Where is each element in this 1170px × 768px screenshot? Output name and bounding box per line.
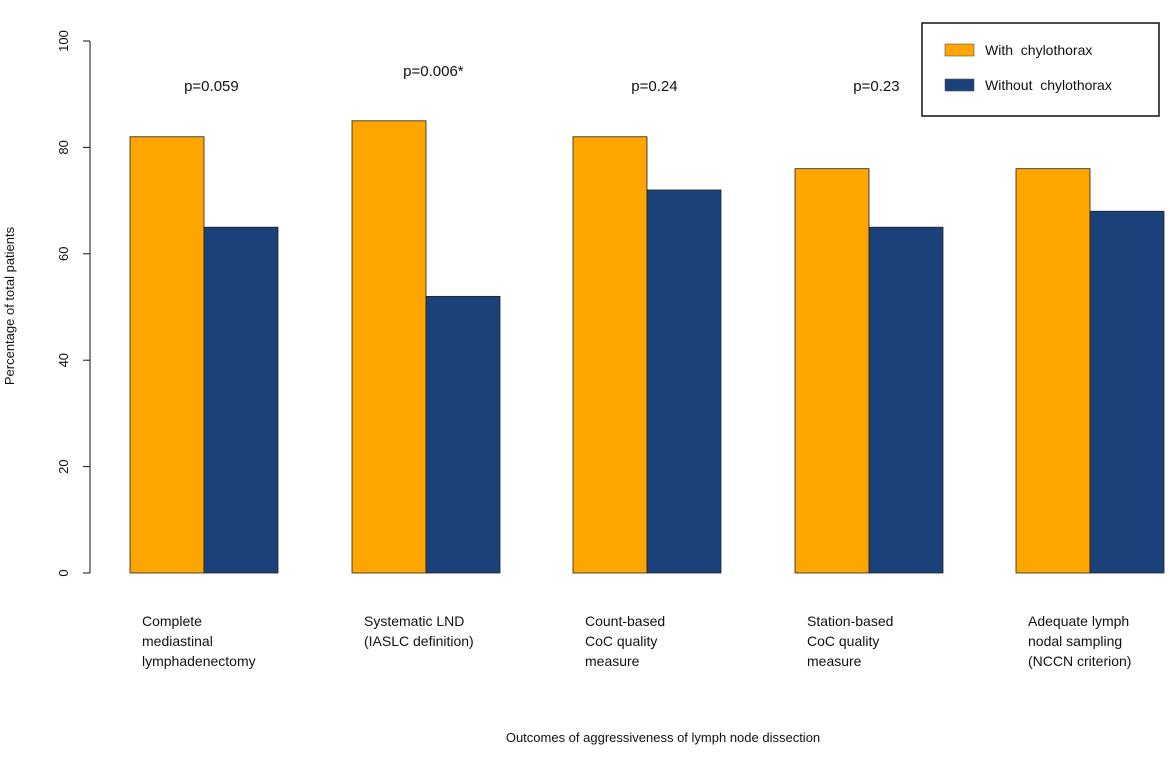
x-category-label: Adequate lymph nodal sampling (NCCN criter… — [1028, 613, 1131, 669]
legend-label-with: With chylothorax — [985, 42, 1092, 58]
legend-label-without: Without chylothorax — [985, 77, 1112, 93]
x-category-label-line: measure — [807, 653, 862, 669]
bar-with-chylothorax — [351, 120, 427, 574]
y-tick-label: 80 — [56, 140, 71, 154]
x-category-label-line: Station-based — [807, 613, 893, 629]
bar-without-chylothorax — [646, 189, 722, 574]
bar-without-chylothorax — [1089, 210, 1165, 574]
bar-with-chylothorax — [572, 136, 648, 574]
y-axis-title: Percentage of total patients — [2, 226, 17, 385]
x-category-label-line: mediastinal — [142, 633, 213, 649]
y-axis: 0 20 40 60 80 100 — [56, 30, 91, 577]
x-category-label: Systematic LND (IASLC definition) — [364, 613, 474, 649]
y-tick-label: 20 — [56, 459, 71, 473]
y-tick-label: 60 — [56, 247, 71, 261]
x-category-label-line: Complete — [142, 613, 202, 629]
bar-without-chylothorax — [425, 295, 501, 574]
legend: With chylothorax Without chylothorax — [921, 22, 1160, 117]
p-value-annotation: p=0.006* — [403, 63, 464, 80]
legend-swatch-without — [944, 78, 975, 92]
bar-with-chylothorax — [129, 136, 205, 574]
y-tick-label: 0 — [56, 569, 71, 576]
bar-with-chylothorax — [1015, 168, 1091, 574]
legend-box — [921, 22, 1160, 117]
x-category-label-line: lymphadenectomy — [142, 653, 256, 669]
x-category-label-line: CoC quality — [585, 633, 657, 649]
p-value-annotation: p=0.24 — [631, 78, 677, 95]
x-category-label-line: nodal sampling — [1028, 633, 1122, 649]
x-axis-title: Outcomes of aggressiveness of lymph node… — [506, 730, 820, 745]
x-category-label-line: (IASLC definition) — [364, 633, 474, 649]
x-category-label: Count-based CoC quality measure — [585, 613, 665, 669]
x-category-label-line: measure — [585, 653, 640, 669]
bars — [129, 120, 1165, 574]
x-category-label-line: (NCCN criterion) — [1028, 653, 1131, 669]
x-category-label: Station-based CoC quality measure — [807, 613, 893, 669]
y-tick-label: 40 — [56, 353, 71, 367]
bar-with-chylothorax — [794, 168, 870, 574]
y-tick-label: 100 — [56, 30, 71, 52]
x-category-label-line: Adequate lymph — [1028, 613, 1129, 629]
x-axis-category-labels: Complete mediastinal lymphadenectomy System… — [142, 613, 1131, 669]
bar-without-chylothorax — [868, 226, 944, 574]
bar-without-chylothorax — [203, 226, 279, 574]
x-category-label-line: CoC quality — [807, 633, 879, 649]
legend-swatch-with — [944, 43, 975, 57]
x-category-label-line: Systematic LND — [364, 613, 464, 629]
x-category-label: Complete mediastinal lymphadenectomy — [142, 613, 256, 669]
p-value-annotation: p=0.23 — [853, 78, 899, 95]
p-value-annotation: p=0.059 — [184, 78, 239, 95]
x-category-label-line: Count-based — [585, 613, 665, 629]
